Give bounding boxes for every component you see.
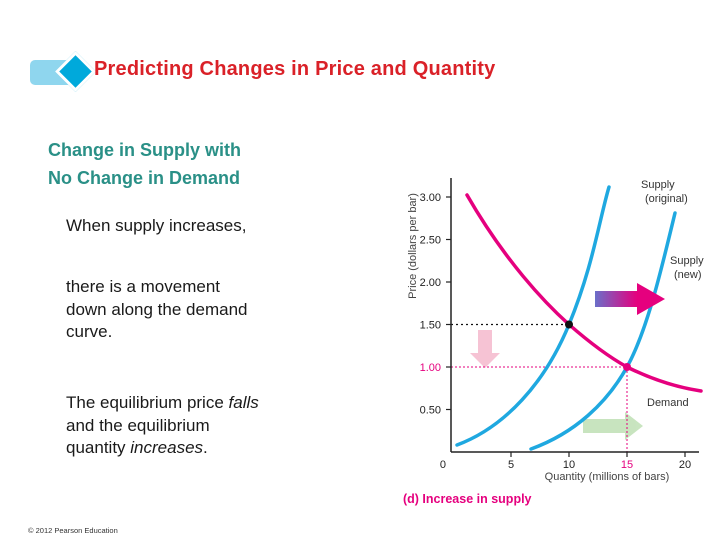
y-tick-label-250: 2.50 [420, 235, 441, 247]
equilibrium-increases-word: increases [130, 438, 204, 457]
x-tick-label-15: 15 [621, 459, 633, 471]
supply-demand-chart: 3.00 2.50 2.00 1.50 1.00 0.50 0 5 10 15 … [403, 178, 704, 506]
supply-original-label-line2: (original) [645, 193, 688, 205]
equilibrium-dot-original [565, 320, 573, 329]
chart-caption: (d) Increase in supply [403, 492, 532, 506]
equilibrium-falls-word: falls [228, 393, 259, 412]
supply-new-label-line1: Supply [670, 255, 704, 267]
supply-shift-arrow-icon [595, 283, 665, 315]
section-heading: Change in Supply with No Change in Deman… [48, 140, 241, 188]
x-axis-title: Quantity (millions of bars) [545, 471, 670, 483]
supply-new-curve [529, 211, 677, 451]
quantity-increase-arrow-icon [583, 412, 643, 440]
slide-title: Predicting Changes in Price and Quantity [94, 58, 496, 80]
paragraph-movement-demand: there is a movement down along the deman… [66, 277, 248, 341]
x-tick-label-20: 20 [679, 459, 691, 471]
y-tick-label-150: 1.50 [420, 320, 441, 332]
x-tick-label-5: 5 [508, 459, 514, 471]
demand-label: Demand [647, 397, 689, 409]
paragraph-supply-increases: When supply increases, [66, 216, 247, 235]
equilibrium-dot-new [623, 363, 631, 371]
supply-new-label-line2: (new) [674, 269, 702, 281]
origin-label: 0 [440, 459, 446, 471]
x-tick-label-10: 10 [563, 459, 575, 471]
decoration-diamond-icon [54, 50, 97, 93]
equilibrium-text-end: . [203, 438, 208, 457]
supply-original-label-line1: Supply [641, 179, 675, 191]
equilibrium-text-mid: and the equilibrium quantity [66, 415, 210, 458]
y-tick-label-100: 1.00 [420, 362, 441, 374]
y-tick-label-300: 3.00 [420, 192, 441, 204]
y-axis-title: Price (dollars per bar) [407, 193, 419, 299]
y-tick-label-050: 0.50 [420, 405, 441, 417]
paragraph-equilibrium-result: The equilibrium price falls and the equi… [66, 392, 356, 460]
copyright-footer: © 2012 Pearson Education [28, 526, 118, 535]
demand-curve [465, 193, 703, 393]
equilibrium-text-pre: The equilibrium price [66, 393, 229, 412]
price-fall-arrow-icon [470, 330, 500, 368]
supply-original-curve [455, 185, 611, 447]
y-tick-label-200: 2.00 [420, 277, 441, 289]
